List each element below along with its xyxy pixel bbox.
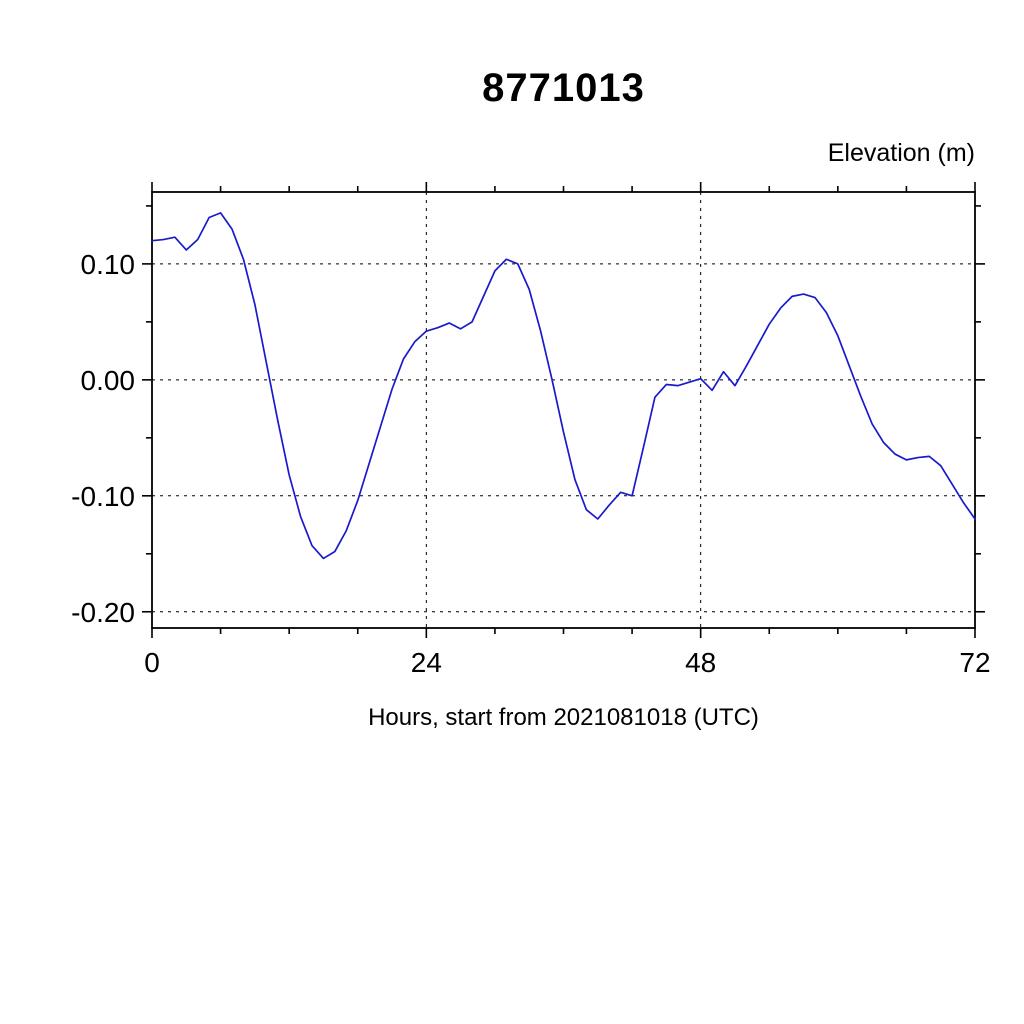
plot-title: 8771013 — [482, 66, 645, 110]
y-tick-label: 0.10 — [81, 249, 136, 280]
x-axis-title: Hours, start from 2021081018 (UTC) — [368, 704, 759, 731]
x-tick-label: 0 — [144, 647, 160, 678]
y-tick-label: -0.10 — [71, 481, 135, 512]
x-tick-label: 48 — [685, 647, 716, 678]
y-tick-label: -0.20 — [71, 597, 135, 628]
x-tick-label: 24 — [411, 647, 442, 678]
x-tick-label: 72 — [959, 647, 990, 678]
y-tick-label: 0.00 — [81, 365, 136, 396]
y-axis-title: Elevation (m) — [827, 139, 975, 167]
elevation-line — [151, 212, 976, 560]
